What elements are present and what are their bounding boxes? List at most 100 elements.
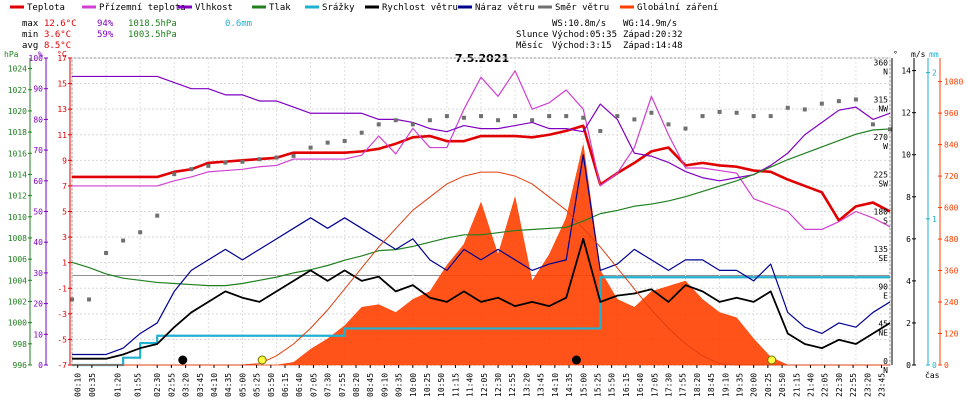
point-wind_dir [257, 157, 262, 162]
hpa-tick: 1022 [8, 86, 27, 95]
stat-avg-temp: 8.5°C [44, 41, 71, 51]
wm2-tick: 240 [944, 298, 959, 307]
temp-tick: 1 [62, 259, 67, 268]
legend-rychlost-vetru-label: Rychlost větru [382, 3, 458, 13]
dir-tick-compass: E [883, 291, 888, 300]
temp-tick: -7 [57, 361, 67, 370]
dir-tick-compass: NE [878, 329, 888, 338]
dir-tick-compass: N [883, 366, 888, 375]
info-sun-set: Západ:20:32 [623, 30, 683, 40]
hpa-tick: 1004 [8, 276, 27, 285]
time-tick: 10:25 [423, 373, 432, 397]
time-tick: 00:35 [88, 373, 97, 397]
point-wind_dir [461, 115, 466, 120]
legend-prizemni-teplota-label: Přízemní teplota [99, 3, 186, 13]
ms-tick: 6 [906, 235, 911, 244]
dir-tick-compass: S [883, 217, 888, 226]
temp-tick: 7 [62, 182, 67, 191]
time-tick: 23:45 [877, 373, 886, 397]
info-sun-rise: Východ:05:35 [552, 30, 617, 40]
point-wind_dir [632, 117, 637, 122]
axis-time-title: čas [925, 370, 940, 380]
time-tick: 04:10 [210, 373, 219, 397]
time-tick: 19:10 [721, 373, 730, 397]
axis-pct-title: % [38, 50, 43, 59]
time-tick: 01:55 [133, 373, 142, 397]
time-tick: 15:00 [579, 373, 588, 397]
point-wind_dir [751, 114, 756, 119]
axis-degc-title: °C [57, 50, 67, 59]
point-wind_dir [479, 114, 483, 119]
point-wind_dir [785, 105, 790, 110]
ms-tick: 0 [906, 361, 911, 370]
time-tick: 01:20 [113, 373, 122, 397]
legend-tlak: Tlak [252, 3, 291, 13]
point-wind_dir [427, 118, 432, 123]
legend-naraz-vetru: Náraz větru [458, 3, 535, 13]
dir-tick: 135 [874, 245, 889, 254]
point-wind_dir [121, 238, 126, 243]
info-moon-rise: Východ:3:15 [552, 41, 612, 51]
dir-tick: 90 [878, 282, 888, 291]
time-tick: 10:50 [437, 373, 446, 397]
pct-tick: 10 [33, 330, 43, 339]
series-wind_dir [70, 97, 892, 302]
legend-smer-vetru-label: Směr větru [555, 3, 609, 13]
time-tick: 07:05 [309, 373, 318, 397]
point-wind_dir [700, 114, 705, 119]
pct-tick: 0 [38, 361, 43, 370]
time-tick: 14:10 [551, 373, 560, 397]
point-wind_dir [836, 99, 841, 104]
time-tick: 21:40 [806, 373, 815, 397]
point-wind_dir [223, 160, 228, 165]
point-wind_dir [530, 118, 535, 123]
point-wind_dir [359, 130, 364, 135]
series-ground_temp [72, 70, 891, 231]
time-tick: 22:05 [821, 373, 830, 397]
ms-tick: 12 [901, 109, 911, 118]
point-wind_dir [189, 167, 194, 172]
temp-tick: -3 [57, 310, 67, 319]
legend-naraz-vetru-label: Náraz větru [475, 3, 535, 13]
time-tick: 08:45 [366, 373, 375, 397]
time-tick: 13:45 [537, 373, 546, 397]
time-tick: 09:10 [380, 373, 389, 397]
stat-avg-label: avg [22, 41, 38, 51]
point-wind_dir [308, 145, 313, 150]
ms-tick: 8 [906, 193, 911, 202]
point-wind_dir [240, 159, 245, 164]
legend-prizemni-teplota: Přízemní teplota [82, 3, 186, 13]
hpa-tick: 996 [13, 361, 28, 370]
time-tick: 18:45 [707, 373, 716, 397]
pct-tick: 20 [33, 300, 43, 309]
axis-mm-title: mm [929, 50, 939, 59]
legend-globalni-zareni: Globální záření [620, 3, 718, 13]
time-tick: 14:35 [565, 373, 574, 397]
dir-tick: 315 [874, 96, 889, 105]
temp-tick: 11 [57, 131, 67, 140]
pct-tick: 90 [33, 85, 43, 94]
hpa-tick: 1014 [8, 170, 27, 179]
stat-min-temp: 3.6°C [44, 30, 71, 40]
hpa-tick: 1024 [8, 65, 27, 74]
dir-tick: 45 [878, 320, 888, 329]
left-axes: 9969981000100210041006100810101012101410… [8, 54, 72, 370]
time-tick: 22:30 [835, 373, 844, 397]
stat-max-temp: 12.6°C [44, 19, 77, 29]
stat-max-press: 1018.5hPa [128, 19, 177, 29]
time-tick: 03:45 [196, 373, 205, 397]
point-wind_dir [547, 114, 552, 119]
wm2-tick: 1080 [944, 78, 963, 87]
temp-tick: 17 [57, 54, 67, 63]
series-layer [70, 70, 892, 367]
temp-tick: 3 [62, 233, 67, 242]
hpa-tick: 1016 [8, 149, 27, 158]
point-wind_dir [734, 110, 739, 115]
point-wind_dir [410, 122, 415, 127]
time-tick: 12:30 [494, 373, 503, 397]
right-axes: 0N45NE90E135SE180S225SW270W315NW360N0246… [874, 58, 963, 375]
legend-vlhkost: Vlhkost [178, 3, 233, 13]
legend-srazky-label: Srážky [322, 3, 355, 13]
hpa-tick: 1018 [8, 128, 27, 137]
pct-tick: 100 [29, 54, 44, 63]
